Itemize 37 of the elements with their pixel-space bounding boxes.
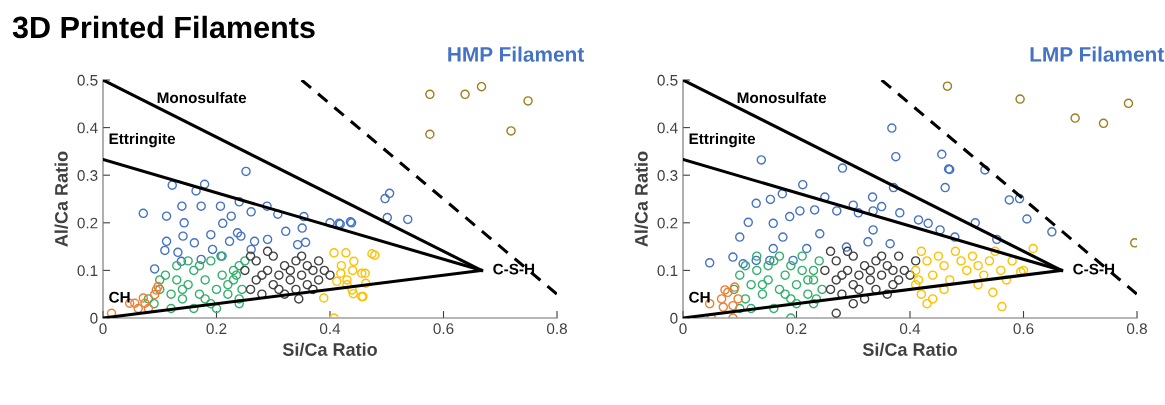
- y-tick-label: 0.1: [77, 265, 98, 277]
- y-axis-title: Al/Ca Ratio: [54, 151, 68, 247]
- x-tick-label: 0.4: [319, 323, 341, 335]
- y-tick-label: 0.5: [77, 74, 98, 86]
- y-tick-label: 0.1: [657, 265, 678, 277]
- y-tick-label: 0: [90, 312, 98, 324]
- annotation: C-S-H: [1073, 263, 1115, 275]
- annotation: C-S-H: [493, 263, 535, 275]
- x-tick-label: 0: [99, 323, 107, 335]
- x-tick-label: 0.6: [1013, 323, 1034, 335]
- text: 3D Printed Filaments: [12, 15, 315, 39]
- x-axis-title: Si/Ca Ratio: [282, 342, 377, 357]
- y-tick-label: 0.3: [77, 170, 98, 181]
- x-tick-label: 0: [679, 323, 687, 335]
- x-tick-label: 0.6: [433, 323, 454, 335]
- x-tick-label: 0.2: [206, 323, 227, 335]
- annotation: Ettringite: [109, 132, 176, 148]
- annotation: Monosulfate: [157, 91, 247, 104]
- y-axis-title: Al/Ca Ratio: [634, 151, 648, 247]
- y-tick-label: 0: [670, 312, 678, 324]
- x-tick-label: 0.8: [1126, 323, 1147, 335]
- chart-title: LMP Filament: [1030, 46, 1164, 62]
- chart-title: HMP Filament: [448, 46, 584, 62]
- y-tick-label: 0.5: [657, 74, 678, 86]
- y-tick-label: 0.3: [657, 170, 678, 181]
- x-tick-label: 0.4: [899, 323, 921, 335]
- annotation: CH: [689, 291, 710, 303]
- annotation: Ettringite: [689, 132, 756, 148]
- x-tick-label: 0.2: [786, 323, 807, 335]
- y-tick-label: 0.2: [77, 217, 98, 229]
- y-tick-label: 0.2: [657, 217, 678, 229]
- y-tick-label: 0.4: [77, 122, 98, 134]
- x-axis-title: Si/Ca Ratio: [862, 342, 957, 357]
- x-tick-label: 0.8: [546, 323, 567, 335]
- annotation: CH: [109, 291, 130, 303]
- y-tick-label: 0.4: [657, 122, 678, 134]
- annotation: Monosulfate: [737, 91, 827, 104]
